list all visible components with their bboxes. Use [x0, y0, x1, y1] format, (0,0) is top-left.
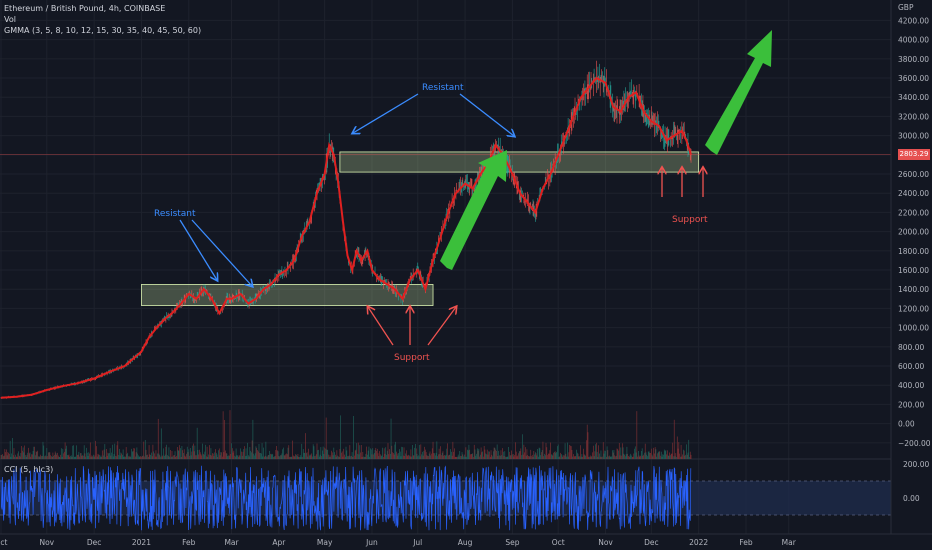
time-tick-label: Oct: [0, 538, 8, 547]
gmma-legend[interactable]: GMMA (3, 5, 8, 10, 12, 15, 30, 35, 40, 4…: [4, 26, 202, 35]
time-tick-label: Mar: [782, 538, 797, 547]
time-tick-label: Feb: [739, 538, 753, 547]
support-arrow-1a: [368, 307, 394, 346]
last-price-tag: 2803.29: [898, 149, 930, 160]
time-tick-label: Dec: [87, 538, 102, 547]
price-tick-label: 200.00: [898, 400, 924, 409]
time-tick-label: May: [317, 538, 333, 547]
time-tick-label: Sep: [505, 538, 519, 547]
price-tick-label: 3000.00: [898, 132, 929, 141]
price-tick-label: 1200.00: [898, 304, 929, 313]
time-tick-label: Nov: [39, 538, 54, 547]
price-tick-label: 0.00: [898, 420, 915, 429]
time-tick-label: 2021: [132, 538, 151, 547]
volume-legend[interactable]: Vol: [4, 15, 16, 24]
time-tick-label: Nov: [598, 538, 613, 547]
time-tick-label: Jun: [365, 538, 378, 547]
price-tick-label: 600.00: [898, 362, 924, 371]
price-tick-label: 3600.00: [898, 74, 929, 83]
price-tick-label: 2000.00: [898, 228, 929, 237]
cci-axis: 200.00 0.00: [903, 460, 929, 503]
price-tick-label: 1600.00: [898, 266, 929, 275]
support-arrow-1c: [427, 307, 456, 346]
currency-label: GBP: [898, 3, 914, 12]
support-label-1: Support: [394, 353, 430, 363]
price-line: [0, 76, 692, 399]
price-tick-label: 2400.00: [898, 189, 929, 198]
cci-tick-label: 0.00: [903, 494, 920, 503]
time-axis[interactable]: Oct Nov Dec 2021 Feb Mar Apr May Jun Jul Aug Sep Oct…: [0, 538, 797, 547]
price-tick-label: 2200.00: [898, 208, 929, 217]
support-label-2: Support: [672, 215, 708, 225]
price-tick-label: 800.00: [898, 343, 924, 352]
time-tick-label: Aug: [458, 538, 473, 547]
price-tick-label: 1000.00: [898, 324, 929, 333]
bullish-arrow-1: [440, 150, 507, 270]
zone-2: [339, 151, 700, 173]
cci-tick-label: 200.00: [903, 460, 929, 469]
price-tick-label: 4200.00: [898, 16, 929, 25]
resistant-arrow-1b: [191, 219, 252, 286]
resistant-label-2: Resistant: [422, 83, 464, 93]
resistant-label-1: Resistant: [154, 209, 196, 219]
zone-1: [141, 284, 434, 306]
time-tick-label: 2022: [689, 538, 708, 547]
time-tick-label: Dec: [644, 538, 659, 547]
symbol-legend[interactable]: Ethereum / British Pound, 4h, COINBASE: [4, 4, 166, 13]
bullish-arrow-2: [705, 30, 772, 155]
time-tick-label: Jul: [412, 538, 422, 547]
price-tick-label: 1800.00: [898, 247, 929, 256]
price-tick-label: 400.00: [898, 381, 924, 390]
time-tick-label: Feb: [182, 538, 196, 547]
price-tick-label: 3400.00: [898, 93, 929, 102]
time-tick-label: Mar: [224, 538, 239, 547]
time-tick-label: Apr: [272, 538, 286, 547]
price-tick-label: −200.00: [898, 439, 931, 448]
volume-bars: [0, 410, 692, 459]
price-tick-label: 4000.00: [898, 36, 929, 45]
sr-zones: [141, 151, 700, 306]
price-axis[interactable]: 4200.00 4000.00 3800.00 3600.00 3400.00 3200.…: [898, 16, 931, 447]
resistant-arrow-2a: [353, 93, 419, 133]
resistant-arrow-1a: [179, 219, 217, 280]
cci-indicator: [0, 465, 692, 531]
time-tick-label: Oct: [552, 538, 565, 547]
price-tick-label: 3200.00: [898, 112, 929, 121]
resistant-arrow-2b: [459, 93, 514, 136]
price-tick-label: 2600.00: [898, 170, 929, 179]
price-tick-label: 1400.00: [898, 285, 929, 294]
price-tick-label: 3800.00: [898, 55, 929, 64]
cci-legend[interactable]: CCI (5, hlc3): [4, 465, 54, 474]
annotations: Resistant Resistant Support Support: [154, 30, 772, 363]
cci-line: [0, 465, 692, 531]
